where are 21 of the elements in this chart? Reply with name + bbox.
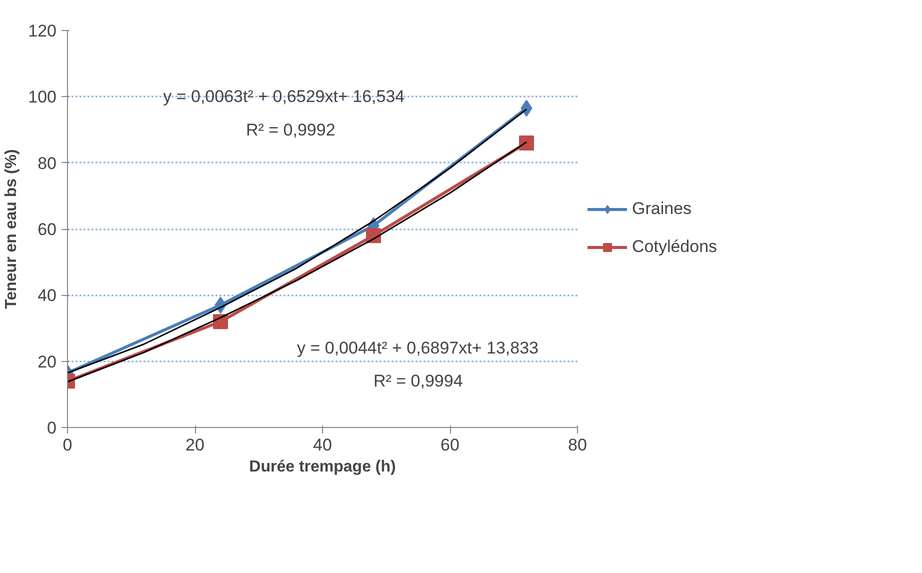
x-axis-title: Durée trempage (h) (249, 458, 396, 476)
y-tick-label: 60 (38, 220, 57, 239)
y-axis-title: Teneur en eau bs (%) (3, 149, 20, 309)
y-tick-label: 20 (38, 352, 57, 372)
annotation: R² = 0,9994 (373, 372, 463, 391)
y-tick-label: 40 (38, 286, 57, 306)
x-tick-label: 80 (568, 436, 587, 454)
legend-label: Cotylédons (632, 237, 718, 257)
point (519, 135, 534, 150)
x-tick-label: 0 (62, 436, 72, 454)
y-tick-label: 100 (28, 88, 57, 107)
y-tick-label: 0 (47, 418, 57, 438)
annotation: y = 0,0063t² + 0,6529xt+ 16,534 (163, 87, 405, 106)
x-tick-label: 60 (440, 436, 460, 454)
y-tick-label: 80 (38, 154, 57, 173)
x-tick-label: 40 (313, 436, 332, 454)
annotation: y = 0,0044t² + 0,6897xt+ 13,833 (297, 338, 538, 358)
x-tick-label: 20 (186, 436, 204, 454)
y-tick-label: 120 (28, 22, 57, 40)
annotation: R² = 0,9992 (246, 120, 336, 140)
legend-label: Graines (632, 199, 692, 219)
